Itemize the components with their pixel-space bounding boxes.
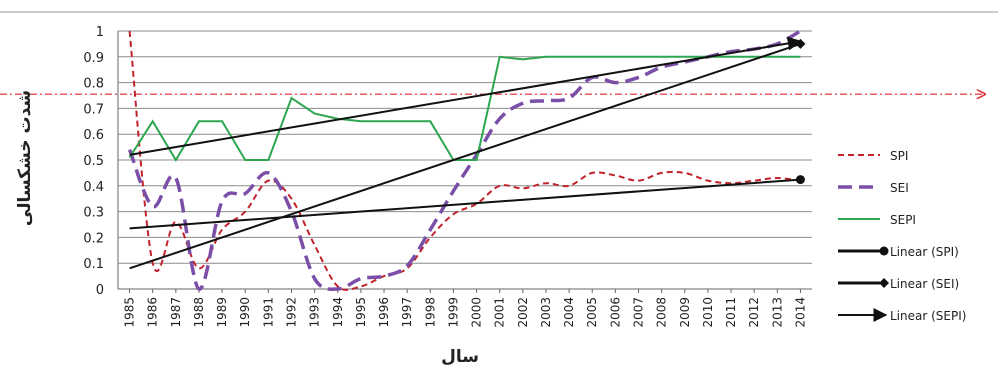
legend-marker (879, 278, 889, 288)
x-tick-label: 1999 (446, 297, 460, 328)
x-tick-label: 2002 (516, 297, 530, 328)
y-axis-title: شدت خشکسالی (15, 90, 35, 226)
x-tick-label: 2004 (562, 297, 576, 328)
x-tick-label: 1998 (423, 297, 437, 328)
x-tick-label: 1988 (192, 297, 206, 328)
x-tick-label: 2003 (539, 297, 553, 328)
legend-label-sepi: SEPI (890, 213, 916, 227)
series-line-linear-sei (129, 42, 801, 270)
x-tick-label: 1996 (377, 297, 391, 328)
legend-label-sei: SEI (890, 181, 909, 195)
series-lines (127, 29, 806, 291)
x-tick-label: 1991 (261, 297, 275, 328)
x-tick-label: 2010 (701, 297, 715, 328)
legend-label-linear-sei: Linear (SEI) (890, 277, 959, 291)
x-tick-label: 1985 (123, 297, 137, 328)
x-tick-label: 2009 (678, 297, 692, 328)
gridlines (0, 30, 985, 290)
y-tick-label: 0.2 (83, 231, 104, 246)
series-line-sei (127, 29, 802, 291)
y-tick-label: 0.8 (83, 77, 104, 92)
x-tick-label: 1992 (285, 297, 299, 328)
series-line-linear-spi (129, 178, 801, 230)
y-tick-label: 0.5 (83, 154, 104, 169)
y-tick-label: 0.7 (83, 102, 104, 117)
x-tick-label: 2011 (724, 297, 738, 328)
x-tick-label: 1993 (308, 297, 322, 328)
trend-end-marker (795, 175, 805, 185)
x-tick-label: 1990 (238, 297, 252, 328)
trend-end-marker (795, 38, 806, 49)
x-tick-label: 1997 (400, 297, 414, 328)
legend-label-linear-spi: Linear (SPI) (890, 245, 959, 259)
x-tick-label: 2014 (793, 297, 807, 328)
x-axis-title: سال (441, 347, 479, 367)
legend-marker (879, 246, 889, 256)
x-tick-label: 2007 (632, 297, 646, 328)
y-tick-label: 0.6 (83, 128, 104, 143)
legend-label-spi: SPI (890, 149, 908, 163)
y-tick-label: 0 (96, 283, 104, 298)
y-tick-label: 0.9 (83, 51, 104, 66)
x-tick-label: 2013 (770, 297, 784, 328)
legend: SPI SEI SEPI Linear (SPI) Linear (SEI) Linear… (838, 149, 966, 323)
x-tick-label: 1986 (146, 297, 160, 328)
x-tick-label: 1994 (331, 297, 345, 328)
x-tick-label: 2006 (608, 297, 622, 328)
y-tick-label: 0.3 (83, 206, 104, 221)
x-tick-label: 1989 (215, 297, 229, 328)
y-tick-label: 0.1 (83, 257, 104, 272)
legend-label-linear-sepi: Linear (SEPI) (890, 309, 966, 323)
x-tick-label: 2008 (655, 297, 669, 328)
x-tick-label: 2001 (493, 297, 507, 328)
axes: 0 0.1 0.2 0.3 0.4 0.5 0.6 0.7 0.8 0.9 1 1985 1986 198… (83, 25, 812, 328)
series-line-linear-sepi (129, 36, 802, 156)
y-tick-label: 1 (96, 25, 104, 40)
y-tick-label: 0.4 (83, 180, 104, 195)
series-line-spi (128, 30, 801, 291)
x-tick-label: 2000 (470, 297, 484, 328)
x-tick-label: 2012 (747, 297, 761, 328)
x-tick-label: 2005 (585, 297, 599, 328)
series-line-sepi (128, 55, 801, 162)
x-tick-label: 1987 (169, 297, 183, 328)
x-tick-label: 1995 (354, 297, 368, 328)
